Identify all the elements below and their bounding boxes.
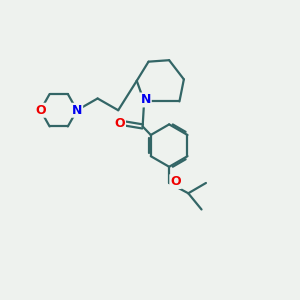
Text: N: N [72,104,82,117]
Text: N: N [140,93,151,106]
Text: O: O [170,175,181,188]
Text: O: O [114,117,125,130]
Text: O: O [35,104,46,117]
